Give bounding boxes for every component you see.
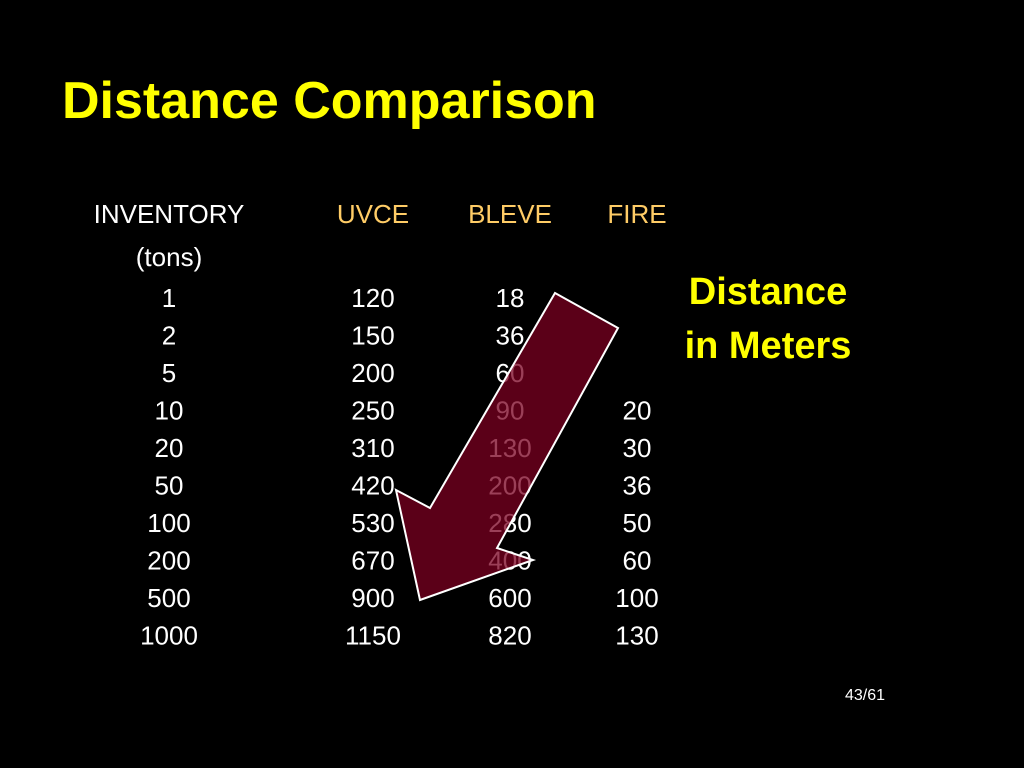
table-cell: 120 [351,283,394,313]
table-cell: 600 [488,583,531,613]
table-cell: 100 [147,508,190,538]
table-cell: 820 [488,621,531,651]
table-cell: 36 [623,471,652,501]
table-cell: 20 [155,433,184,463]
column-subheader: (tons) [136,242,202,272]
table-cell: 1000 [140,621,198,651]
column-header: BLEVE [468,199,552,229]
table-cell: 1 [162,283,176,313]
table-cell: 250 [351,396,394,426]
table-cell: 20 [623,396,652,426]
column-header: FIRE [607,199,666,229]
table-cell: 500 [147,583,190,613]
table-cell: 50 [623,508,652,538]
table-cell: 200 [147,546,190,576]
slide-title: Distance Comparison [62,72,597,130]
table-cell: 150 [351,321,394,351]
table-cell: 60 [623,546,652,576]
table-cell: 10 [155,396,184,426]
table-cell: 100 [615,583,658,613]
table-cell: 670 [351,546,394,576]
table-cell: 5 [162,358,176,388]
table-cell: 2 [162,321,176,351]
table-cell: 130 [615,621,658,651]
table-cell: 36 [496,321,525,351]
column-header: UVCE [337,199,409,229]
table-cell: 900 [351,583,394,613]
table-cell: 420 [351,471,394,501]
table-cell: 1150 [345,621,401,651]
column-header: INVENTORY [94,199,245,229]
note-line: in Meters [685,325,852,367]
table-cell: 30 [623,433,652,463]
table-cell: 310 [351,433,394,463]
table-cell: 200 [351,358,394,388]
table-cell: 530 [351,508,394,538]
table: INVENTORY UVCE BLEVE FIRE (tons) 1 120 18 2 150 36… [94,199,667,651]
arrow [394,291,620,602]
table-cell: 50 [155,471,184,501]
note-line: Distance [689,271,847,313]
page-number: 43/61 [845,687,885,704]
table-cell: 18 [496,283,525,313]
